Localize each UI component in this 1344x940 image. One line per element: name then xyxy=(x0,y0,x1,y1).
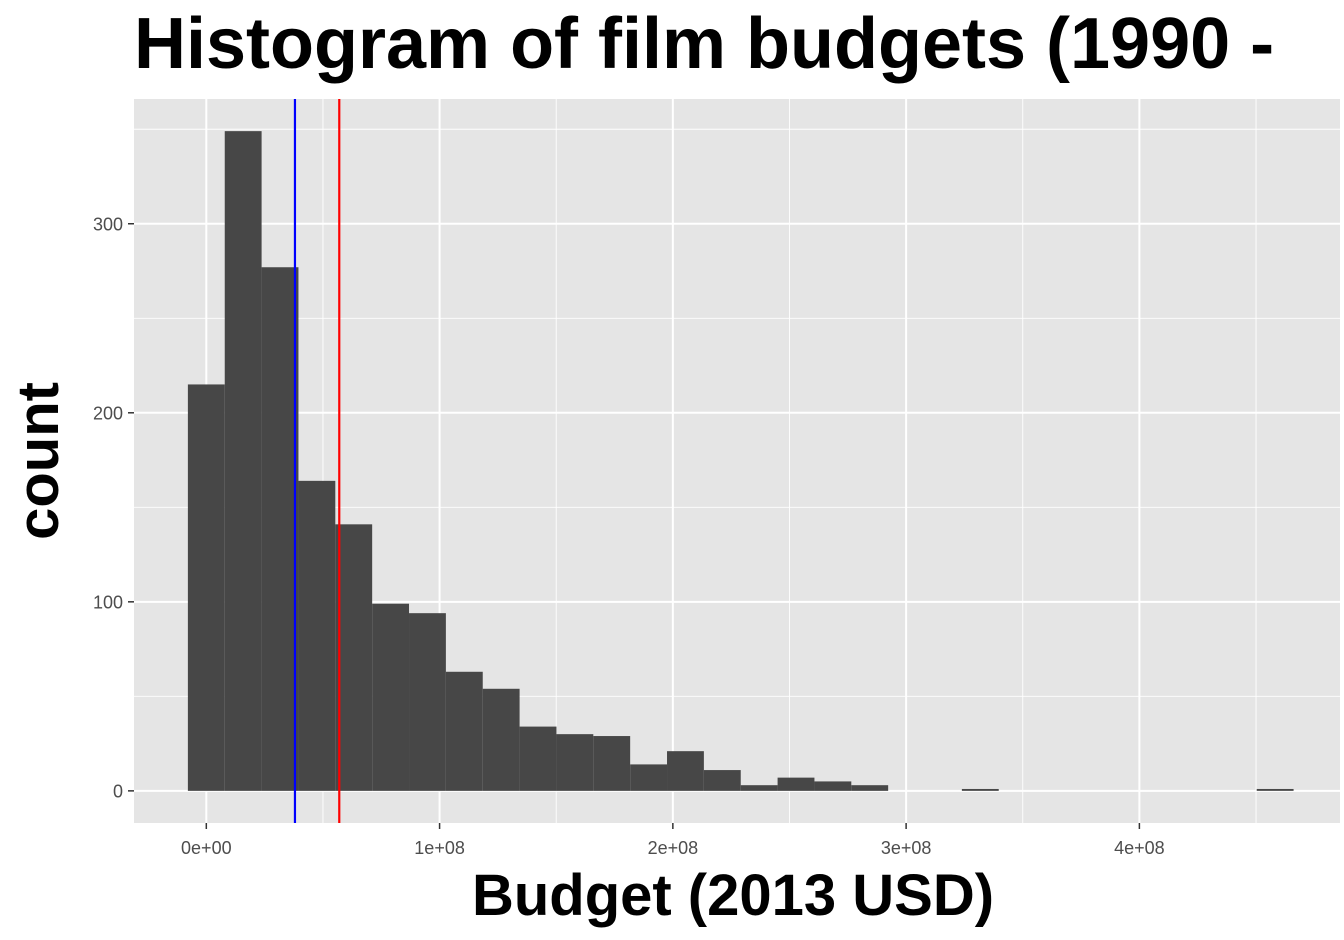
histogram-bar xyxy=(519,726,557,791)
histogram-bar xyxy=(482,688,520,791)
reference-lines xyxy=(293,99,341,823)
histogram-bar xyxy=(556,734,594,791)
histogram-bar xyxy=(372,603,410,791)
x-tick-label: 2e+08 xyxy=(648,838,699,858)
histogram-bar xyxy=(777,777,815,791)
y-tick-label: 300 xyxy=(93,214,123,234)
x-tick-label: 1e+08 xyxy=(414,838,465,858)
x-tick-label: 0e+00 xyxy=(181,838,232,858)
chart-title: Histogram of film budgets (1990 - xyxy=(134,4,1274,84)
y-axis-title: count xyxy=(6,382,71,540)
histogram-bar xyxy=(961,788,999,791)
histogram-bar xyxy=(298,480,336,791)
histogram-bar xyxy=(740,785,778,791)
histogram-bar xyxy=(409,613,446,791)
y-tick-label: 100 xyxy=(93,592,123,612)
histogram-bar xyxy=(593,736,631,791)
x-axis: 0e+00 1e+08 2e+08 3e+08 4e+08 xyxy=(181,823,1165,858)
x-tick-label: 3e+08 xyxy=(881,838,932,858)
histogram-bar xyxy=(335,524,373,791)
histogram-bar xyxy=(224,131,262,791)
histogram-bar xyxy=(187,384,225,791)
histogram-bar xyxy=(630,764,668,791)
y-tick-label: 200 xyxy=(93,403,123,423)
histogram-bars xyxy=(187,131,1294,791)
histogram-bar xyxy=(851,785,889,791)
y-tick-label: 0 xyxy=(113,781,123,801)
histogram-bar xyxy=(667,751,704,791)
y-axis: 0 100 200 300 xyxy=(93,214,134,801)
histogram-bar xyxy=(703,770,741,791)
histogram-bar xyxy=(261,267,299,791)
x-tick-label: 4e+08 xyxy=(1114,838,1165,858)
histogram-bar xyxy=(1256,788,1294,791)
histogram-bar xyxy=(445,671,483,791)
histogram-bar xyxy=(814,781,852,791)
x-axis-title: Budget (2013 USD) xyxy=(472,863,994,928)
